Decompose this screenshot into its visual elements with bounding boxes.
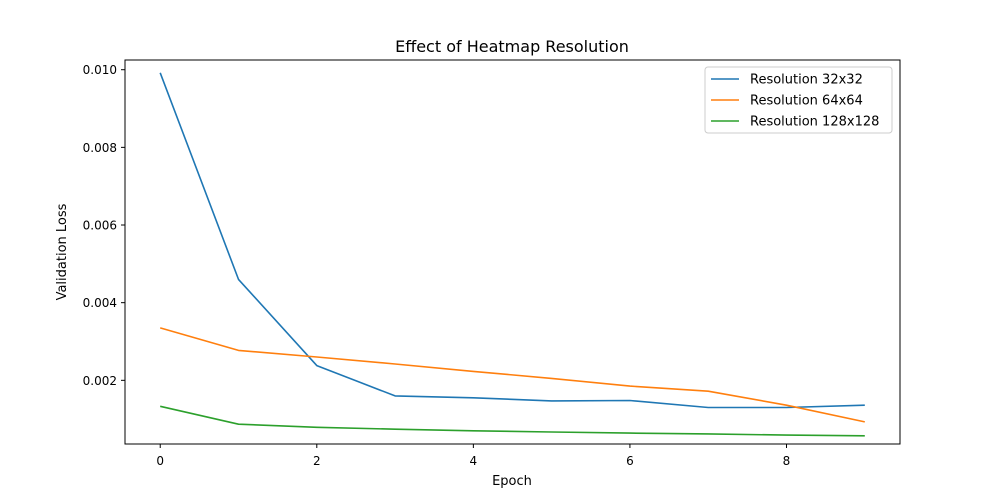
legend-label-1: Resolution 64x64 — [750, 94, 863, 109]
axes-frame — [124, 59, 901, 445]
legend-label-2: Resolution 128x128 — [750, 115, 879, 130]
plot-area — [159, 72, 865, 437]
y-tick-label: 0.008 — [83, 141, 117, 155]
legend-box — [704, 66, 893, 134]
series-line-1 — [159, 327, 865, 423]
x-tick-label: 8 — [783, 454, 791, 468]
x-tick-label: 0 — [156, 454, 164, 468]
x-tick-label: 4 — [470, 454, 478, 468]
y-tick-label: 0.002 — [83, 374, 117, 388]
x-axis-label: Epoch — [492, 474, 532, 489]
y-axis-label: Validation Loss — [55, 203, 70, 300]
series-line-0 — [159, 72, 865, 409]
legend-label-0: Resolution 32x32 — [750, 73, 863, 88]
y-tick-label: 0.006 — [83, 219, 117, 233]
legend: Resolution 32x32 Resolution 64x64 Resoluti… — [704, 66, 893, 134]
x-tick-label: 2 — [313, 454, 321, 468]
series-line-2 — [160, 405, 865, 437]
y-axis: 0.002 0.004 0.006 0.008 0.010 — [83, 63, 125, 388]
x-axis: 0 2 4 6 8 — [156, 444, 790, 468]
y-tick-label: 0.010 — [83, 63, 117, 77]
x-tick-label: 6 — [626, 454, 634, 468]
y-tick-label: 0.004 — [83, 296, 117, 310]
chart-title: Effect of Heatmap Resolution — [395, 37, 629, 56]
